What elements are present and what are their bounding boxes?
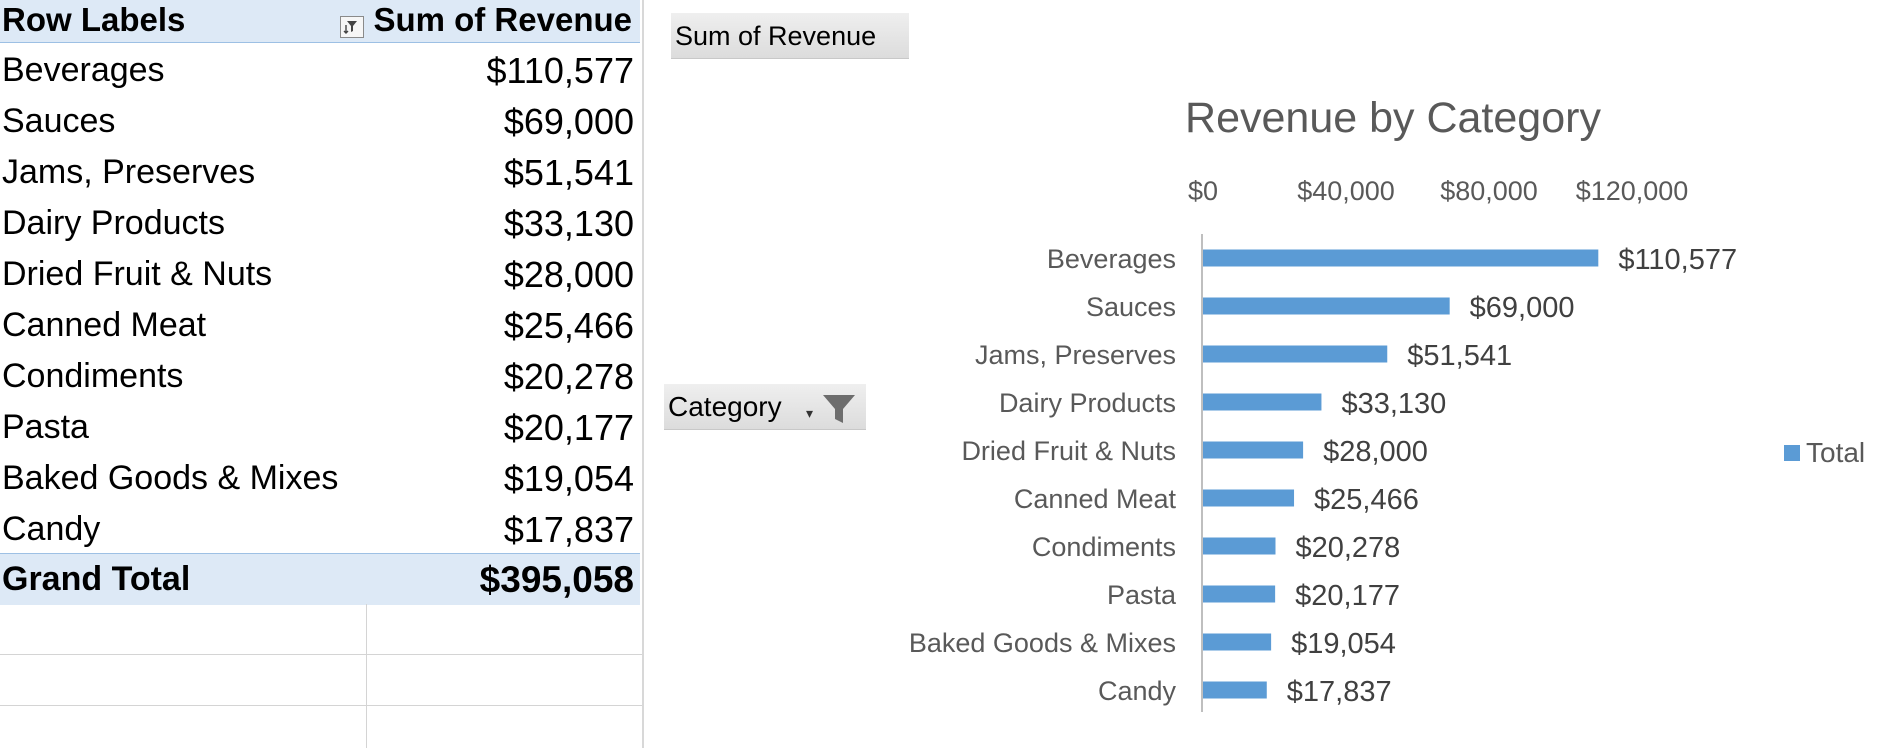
pivot-row[interactable]: Pasta $20,177 [0, 402, 640, 453]
data-label: $51,541 [1407, 340, 1512, 372]
pivot-row-label: Dairy Products [2, 204, 225, 242]
pivot-row[interactable]: Sauces $69,000 [0, 96, 640, 147]
cell-gridline [366, 604, 367, 748]
category-label: Dried Fruit & Nuts [961, 436, 1176, 466]
data-label: $28,000 [1323, 436, 1428, 468]
category-field-button[interactable]: Category ▾ [664, 384, 866, 430]
category-label: Canned Meat [1014, 484, 1177, 514]
pivot-row-label: Baked Goods & Mixes [2, 459, 339, 497]
bar[interactable] [1203, 681, 1267, 699]
x-axis-tick-labels: $0 $40,000 $80,000 $120,000 [1188, 176, 1688, 206]
pivot-row-value: $110,577 [486, 50, 634, 91]
x-tick-label: $120,000 [1576, 176, 1689, 206]
chevron-down-icon[interactable]: ▾ [806, 405, 814, 421]
pivot-row-value: $17,837 [503, 509, 634, 550]
category-label: Condiments [1032, 532, 1176, 562]
bar[interactable] [1203, 489, 1295, 507]
category-label: Sauces [1086, 292, 1176, 322]
pivot-row-value: $69,000 [503, 101, 634, 142]
data-labels: $110,577 $69,000 $51,541 $33,130 $28,000 $25,… [1287, 244, 1737, 708]
pivot-row-value: $19,054 [503, 458, 634, 499]
cell-gridline [0, 705, 644, 706]
pivot-row[interactable]: Dairy Products $33,130 [0, 198, 640, 249]
pivot-header-row: Row Labels Sum of Revenue [0, 0, 640, 43]
x-tick-label: $80,000 [1440, 176, 1538, 206]
funnel-filter-icon[interactable] [819, 391, 859, 427]
data-label: $25,466 [1314, 484, 1419, 516]
grand-total-label: Grand Total [2, 560, 191, 598]
bar[interactable] [1203, 345, 1388, 363]
data-label: $19,054 [1291, 628, 1396, 660]
category-field-label: Category [668, 391, 782, 422]
row-labels-header[interactable]: Row Labels [2, 1, 186, 38]
pivot-row-label: Sauces [2, 102, 116, 140]
bar[interactable] [1203, 585, 1276, 603]
data-label: $69,000 [1470, 292, 1575, 324]
pivot-table: Row Labels Sum of Revenue Beverages $110,… [0, 0, 644, 748]
chart-legend[interactable]: Total [1784, 437, 1865, 468]
category-label: Beverages [1047, 244, 1176, 274]
data-label: $17,837 [1287, 676, 1392, 708]
pivot-row-label: Candy [2, 510, 101, 548]
pivot-row[interactable]: Dried Fruit & Nuts $28,000 [0, 249, 640, 300]
filter-sort-icon[interactable] [340, 16, 364, 38]
bar[interactable] [1203, 441, 1304, 459]
data-label: $110,577 [1618, 244, 1737, 276]
data-label: $33,130 [1341, 388, 1446, 420]
bar[interactable] [1203, 537, 1276, 555]
pivot-row[interactable]: Condiments $20,278 [0, 351, 640, 402]
pivot-row-label: Pasta [2, 408, 89, 446]
x-tick-label: $40,000 [1297, 176, 1395, 206]
bar[interactable] [1203, 633, 1272, 651]
grand-total-value: $395,058 [479, 559, 634, 600]
pivot-row[interactable]: Candy $17,837 [0, 504, 640, 555]
pivot-row-value: $25,466 [503, 305, 634, 346]
pivot-row-label: Condiments [2, 357, 184, 395]
data-label: $20,177 [1295, 580, 1400, 612]
cell-gridline [0, 654, 644, 655]
pivot-row-value: $51,541 [503, 152, 634, 193]
pivot-row-label: Canned Meat [2, 306, 207, 344]
pivot-row-label: Beverages [2, 51, 165, 89]
data-label: $20,278 [1295, 532, 1400, 564]
x-tick-label: $0 [1188, 176, 1218, 206]
column-border [642, 0, 644, 748]
category-label: Candy [1098, 676, 1177, 706]
sum-of-revenue-header: Sum of Revenue [373, 1, 632, 38]
category-label: Dairy Products [999, 388, 1176, 418]
category-label: Baked Goods & Mixes [909, 628, 1176, 658]
chart-title: Revenue by Category [1185, 94, 1601, 142]
category-axis-labels: Beverages Sauces Jams, Preserves Dairy Prod… [909, 244, 1177, 706]
legend-swatch-total [1784, 445, 1800, 461]
legend-label-total: Total [1806, 437, 1865, 468]
bar[interactable] [1203, 297, 1450, 315]
pivot-row-label: Jams, Preserves [2, 153, 256, 191]
pivot-row-value: $20,278 [503, 356, 634, 397]
grand-total-row: Grand Total $395,058 [0, 553, 640, 605]
bar-series[interactable] [1203, 249, 1599, 699]
pivot-row-value: $33,130 [503, 203, 634, 244]
sum-of-revenue-field-button[interactable]: Sum of Revenue [671, 13, 909, 59]
pivot-row[interactable]: Baked Goods & Mixes $19,054 [0, 453, 640, 504]
category-label: Jams, Preserves [975, 340, 1176, 370]
pivot-row-value: $28,000 [503, 254, 634, 295]
bar[interactable] [1203, 393, 1322, 411]
pivot-row-label: Dried Fruit & Nuts [2, 255, 273, 293]
pivot-row[interactable]: Canned Meat $25,466 [0, 300, 640, 351]
pivot-row-value: $20,177 [503, 407, 634, 448]
category-label: Pasta [1107, 580, 1177, 610]
pivot-row[interactable]: Jams, Preserves $51,541 [0, 147, 640, 198]
pivot-row[interactable]: Beverages $110,577 [0, 45, 640, 96]
bar[interactable] [1203, 249, 1599, 267]
